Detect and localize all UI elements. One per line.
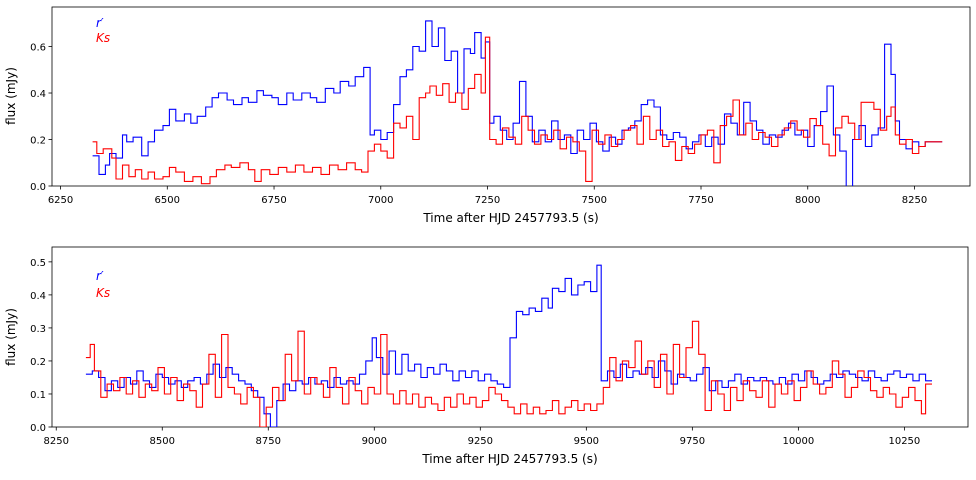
y-ticks-bottom: 0.0 0.1 0.2 0.3 0.4 0.5 <box>30 258 52 434</box>
x-tick-label: 10000 <box>782 436 814 447</box>
y-tick-label: 0.1 <box>30 390 46 401</box>
x-tick-label: 10250 <box>888 436 920 447</box>
y-ticks-top: 0.0 0.2 0.4 0.6 <box>30 43 52 193</box>
series-line-ks-bottom <box>85 320 932 427</box>
y-axis-label-top: flux (mJy) <box>4 67 18 125</box>
y-tick-label: 0.6 <box>30 43 46 54</box>
plot-area-bottom <box>51 246 969 428</box>
series-layer-top <box>92 20 943 186</box>
x-tick-label: 7250 <box>475 195 500 206</box>
legend-entry-r-top: r′ <box>96 16 104 30</box>
x-tick-label: 9000 <box>362 436 387 447</box>
y-tick-label: 0.0 <box>30 423 46 434</box>
series-line-ks-top <box>92 36 943 185</box>
x-ticks-top: 6250 6500 6750 7000 7250 7500 7750 8000 8250 <box>48 186 927 206</box>
y-tick-label: 0.2 <box>30 357 46 368</box>
x-tick-label: 8000 <box>795 195 820 206</box>
x-tick-label: 6250 <box>48 195 73 206</box>
x-tick-label: 6750 <box>261 195 286 206</box>
x-tick-label: 9750 <box>680 436 705 447</box>
x-tick-label: 9250 <box>468 436 493 447</box>
x-tick-label: 8750 <box>256 436 281 447</box>
x-tick-label: 9500 <box>574 436 599 447</box>
x-tick-label: 7000 <box>368 195 393 206</box>
series-line-r-top <box>92 20 943 186</box>
x-tick-label: 7500 <box>582 195 607 206</box>
y-tick-label: 0.2 <box>30 136 46 147</box>
x-tick-label: 8250 <box>902 195 927 206</box>
y-tick-label: 0.4 <box>30 89 46 100</box>
x-tick-label: 8250 <box>44 436 69 447</box>
x-tick-label: 7750 <box>688 195 713 206</box>
series-layer-bottom <box>85 264 932 427</box>
x-tick-label: 6500 <box>155 195 180 206</box>
legend-entry-ks-top: Ks <box>96 31 110 45</box>
y-tick-label: 0.0 <box>30 182 46 193</box>
x-axis-label-top: Time after HJD 2457793.5 (s) <box>422 211 598 225</box>
panel-bottom: 8250 8500 8750 9000 9250 9500 9750 10000 10250 0… <box>4 246 969 466</box>
legend-entry-r-bottom: r′ <box>96 269 104 283</box>
y-tick-label: 0.3 <box>30 324 46 335</box>
legend-entry-ks-bottom: Ks <box>96 286 110 300</box>
y-tick-label: 0.4 <box>30 291 46 302</box>
series-line-r-bottom <box>85 264 932 427</box>
x-ticks-bottom: 8250 8500 8750 9000 9250 9500 9750 10000 10250 <box>44 427 920 447</box>
y-tick-label: 0.5 <box>30 258 46 269</box>
plot-area-top <box>51 6 971 187</box>
panel-top: 6250 6500 6750 7000 7250 7500 7750 8000 8250 0.0… <box>4 6 971 225</box>
x-axis-label-bottom: Time after HJD 2457793.5 (s) <box>421 452 597 466</box>
x-tick-label: 8500 <box>150 436 175 447</box>
y-axis-label-bottom: flux (mJy) <box>4 308 18 366</box>
